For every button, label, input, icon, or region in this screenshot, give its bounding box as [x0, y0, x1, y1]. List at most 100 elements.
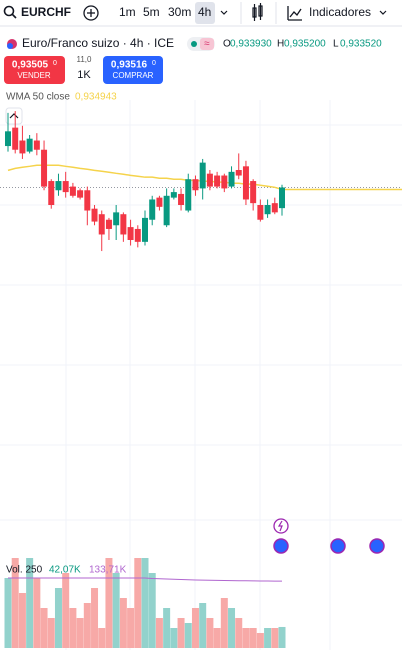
chart-type-icon[interactable]	[252, 3, 263, 21]
candle-body	[257, 205, 264, 220]
ohlc-key: H	[277, 39, 284, 50]
volume-bar	[33, 578, 41, 648]
more-menu[interactable]	[379, 10, 387, 15]
volume-bar	[83, 603, 91, 648]
candle-body	[264, 205, 271, 215]
candle-body	[199, 162, 206, 189]
volume-bar	[184, 623, 192, 648]
volume-value: 42,07K	[49, 565, 81, 576]
candle-body	[170, 192, 177, 198]
plot	[0, 111, 402, 648]
candle-body	[156, 197, 163, 207]
volume-bar	[155, 618, 163, 648]
symbol[interactable]: EURCHF	[21, 5, 71, 19]
buy-button[interactable]	[103, 56, 163, 84]
indicators-icon[interactable]	[287, 6, 302, 21]
timeframe-menu[interactable]	[220, 10, 228, 15]
candle-body	[242, 166, 249, 200]
volume-bar	[163, 608, 171, 648]
collapse-button[interactable]	[5, 107, 23, 125]
timeframe[interactable]: 5m	[143, 5, 160, 19]
candle-body	[235, 170, 242, 176]
candle-body	[142, 217, 148, 242]
volume-bar	[98, 628, 106, 648]
event-icon[interactable]	[273, 538, 289, 554]
candle-body	[206, 173, 213, 187]
candle-body	[149, 199, 156, 220]
sell-button[interactable]	[4, 56, 65, 84]
timeframe[interactable]: 1m	[119, 5, 136, 19]
candle-body	[48, 181, 55, 205]
sell-label: VENDER	[17, 71, 51, 80]
volume-bar	[141, 558, 149, 648]
volume-ma-line	[8, 577, 283, 582]
indicators-button[interactable]: Indicadores	[309, 5, 371, 19]
timeframe[interactable]: 30m	[168, 5, 191, 19]
volume-bar	[69, 608, 77, 648]
volume-bar	[18, 593, 26, 648]
candle-body	[221, 175, 228, 189]
search-icon[interactable]	[3, 5, 15, 17]
candle-body	[214, 175, 221, 187]
volume-bar	[112, 573, 120, 648]
candle-body	[55, 181, 62, 191]
volume-bar	[206, 618, 214, 648]
wma-label: WMA 50 close	[6, 92, 70, 103]
candle-body	[12, 127, 19, 150]
candle-body	[105, 219, 112, 229]
candle-body	[5, 131, 11, 147]
buy-label: COMPRAR	[113, 71, 154, 80]
volume-bar	[11, 558, 19, 648]
timeframe[interactable]: 4h	[198, 5, 211, 19]
ohlc-value: 0,935200	[284, 39, 326, 50]
candle-body	[62, 181, 69, 193]
active-timeframe-bg	[195, 2, 215, 24]
event-icon[interactable]	[330, 538, 346, 554]
sell-price-sup: 0	[53, 60, 57, 67]
candle-body	[113, 212, 120, 226]
wma-line	[7, 164, 283, 191]
instrument-title: Euro/Franco suizo · 4h · ICE	[22, 36, 174, 50]
volume-bar	[91, 588, 99, 648]
volume-bar	[40, 608, 48, 648]
ohlc-value: 0,933930	[230, 39, 272, 50]
candle-body	[192, 179, 199, 191]
volume-bar	[191, 608, 199, 648]
candle-body	[84, 190, 91, 211]
ohlc-key: O	[223, 39, 231, 50]
volume-bar	[54, 588, 62, 648]
buy-price-sup: 0	[152, 60, 156, 67]
buy-price: 0,93516	[111, 60, 148, 71]
event-icon[interactable]	[369, 538, 385, 554]
candle-body	[41, 149, 48, 187]
volume-bar	[62, 573, 70, 648]
volume-bar	[213, 628, 221, 648]
candle-body	[178, 193, 185, 205]
candle-body	[120, 214, 127, 235]
add-symbol[interactable]	[83, 5, 99, 21]
candle-body	[26, 138, 33, 152]
candle-body	[19, 140, 26, 154]
spread: 11,0	[77, 55, 93, 64]
candle-body	[33, 140, 40, 150]
sell-price: 0,93505	[12, 60, 49, 71]
ohlc-key: L	[333, 39, 339, 50]
volume-bar	[134, 558, 142, 648]
volume-bar	[235, 618, 243, 648]
quantity[interactable]: 1K	[77, 69, 91, 81]
candle-body	[279, 187, 285, 209]
volume-bar	[105, 558, 113, 648]
candle-body	[228, 171, 235, 187]
volume-bar	[119, 598, 127, 648]
volume-bar	[127, 608, 135, 648]
volume-bar	[170, 628, 178, 648]
candle-body	[69, 186, 76, 196]
volume-bar	[47, 618, 55, 648]
toolbar: EURCHF 1m 5m 30m 4h Indicadores	[0, 2, 402, 27]
volume-bar	[249, 628, 257, 648]
header: Euro/Franco suizo · 4h · ICE ≈ O 0,933930…	[7, 36, 382, 51]
candle-body	[134, 228, 141, 242]
volume-ma-value: 133,71K	[89, 565, 127, 576]
candle-body	[250, 181, 257, 204]
